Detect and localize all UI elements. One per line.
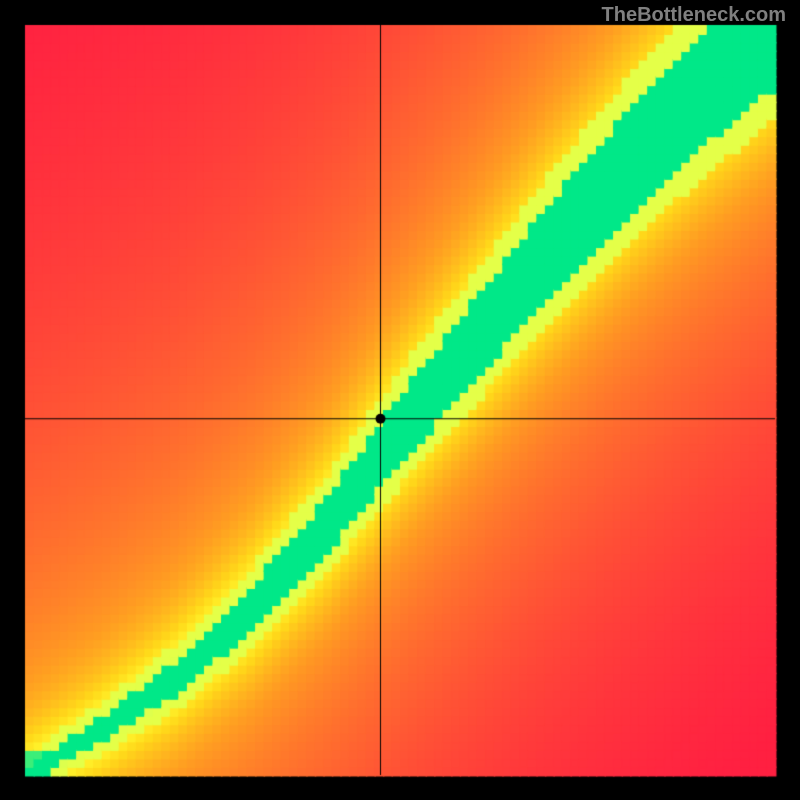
watermark-text: TheBottleneck.com	[602, 4, 786, 27]
bottleneck-heatmap	[0, 0, 800, 800]
chart-container: TheBottleneck.com	[0, 0, 800, 800]
